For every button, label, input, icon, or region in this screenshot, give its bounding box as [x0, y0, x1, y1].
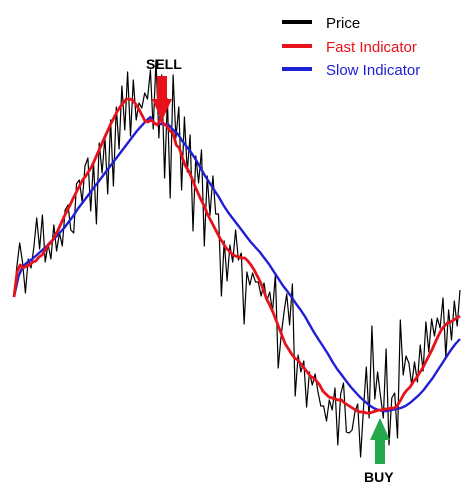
sell-label: SELL	[146, 56, 182, 72]
legend-label-slow: Slow Indicator	[326, 62, 420, 79]
buy-signal: BUY	[364, 418, 394, 485]
legend-label-price: Price	[326, 15, 360, 32]
fast-indicator-line	[12, 97, 461, 415]
price-line	[13, 59, 461, 458]
slow-indicator-line	[12, 115, 461, 413]
buy-arrow-icon	[370, 418, 390, 464]
buy-label: BUY	[364, 469, 394, 485]
legend: Price Fast Indicator Slow Indicator	[282, 15, 420, 79]
sell-arrow-icon	[152, 76, 172, 121]
legend-label-fast: Fast Indicator	[326, 39, 417, 56]
plot-area	[12, 59, 461, 458]
sell-signal: SELL	[146, 56, 182, 121]
